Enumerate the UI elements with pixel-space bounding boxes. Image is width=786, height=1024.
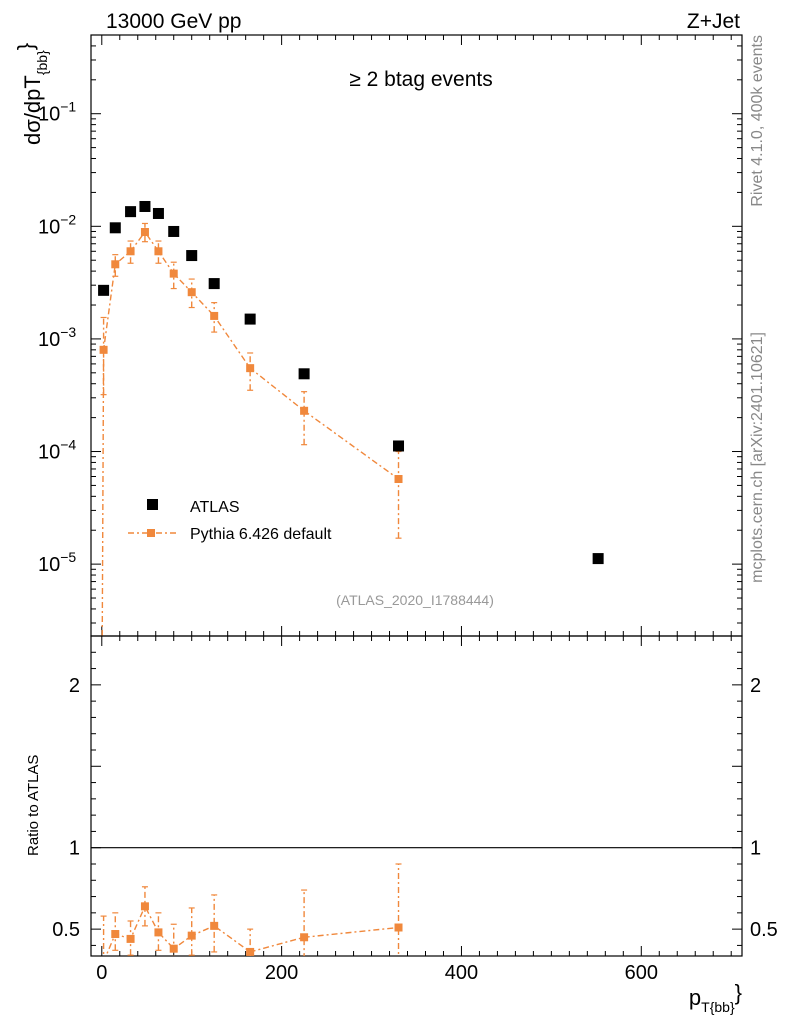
main-panel: 10−1 10−2 10−3 10−4 10−5 ≥ 2 btag events (AT…	[13, 34, 743, 637]
ratio-x-ticks	[101, 636, 732, 956]
header-right: Z+Jet	[687, 10, 740, 33]
ratio-y-tick-label-right: 2	[750, 675, 761, 697]
legend: ATLAS Pythia 6.426 default	[128, 499, 332, 543]
main-y-label-sub: {bb}	[34, 50, 50, 75]
ratio-series-line	[105, 904, 399, 956]
ratio-point	[154, 928, 163, 937]
ratio-panel: 0.5 0.5 1 1 2 2 0 200 400 600 Ratio to ATLAS pT{…	[25, 635, 778, 1015]
ratio-y-axis-label: Ratio to ATLAS	[25, 755, 42, 856]
mc-point	[154, 247, 163, 256]
mc-series-line	[101, 230, 399, 637]
atlas-point	[244, 313, 256, 325]
atlas-point	[208, 278, 220, 290]
main-y-tick-label: 10−3	[38, 324, 76, 351]
x-tick-label: 0	[96, 962, 107, 984]
mc-point	[126, 247, 135, 256]
main-y-tick-label: 10−4	[38, 437, 76, 464]
ratio-frame	[90, 635, 743, 957]
mc-point	[246, 364, 255, 373]
ratio-point	[300, 933, 309, 942]
main-y-tick-label: 10−2	[38, 211, 76, 238]
svg-text:dσ/dpT{bb}}: dσ/dpT{bb}}	[13, 43, 50, 145]
main-y-tick-labels: 10−1 10−2 10−3 10−4 10−5	[38, 99, 76, 576]
mc-point	[99, 345, 108, 354]
mc-point	[169, 269, 178, 278]
header-left: 13000 GeV pp	[106, 10, 241, 33]
atlas-point	[98, 284, 110, 296]
atlas-point	[152, 207, 164, 219]
ratio-point	[394, 923, 403, 932]
main-y-tick-label: 10−1	[38, 99, 76, 126]
mc-error-bars	[100, 222, 402, 539]
legend-atlas-marker	[147, 499, 158, 510]
main-x-ticks	[101, 35, 732, 636]
mc-point	[140, 228, 149, 237]
x-axis-label: pT{bb}}	[689, 980, 742, 1015]
ratio-y-tick-label-right: 0.5	[750, 919, 778, 941]
legend-mc-marker	[147, 529, 155, 537]
atlas-point	[125, 206, 137, 218]
mc-point	[210, 311, 219, 320]
ratio-y-tick-labels: 0.5 0.5 1 1 2 2	[52, 675, 778, 941]
x-tick-label: 200	[265, 962, 298, 984]
mc-point	[187, 288, 196, 297]
atlas-point	[139, 200, 151, 212]
x-label-sub: T{bb}	[701, 999, 735, 1015]
main-y-tick-label: 10−5	[38, 549, 76, 576]
main-y-axis-label: dσ/dpT{bb}}	[13, 43, 50, 145]
ratio-point	[210, 921, 219, 930]
atlas-point	[168, 225, 180, 237]
analysis-label: (ATLAS_2020_I1788444)	[336, 592, 494, 608]
x-tick-label: 600	[625, 962, 658, 984]
legend-atlas-label: ATLAS	[190, 499, 240, 516]
x-label-brace: }	[735, 980, 742, 1005]
ratio-y-ticks	[91, 651, 742, 946]
ratio-error-bars	[100, 863, 402, 956]
ratio-point	[246, 947, 255, 956]
ratio-y-tick-label: 0.5	[52, 919, 80, 941]
main-y-label-brace: }	[13, 43, 38, 50]
ratio-point	[140, 902, 149, 911]
x-tick-label: 400	[445, 962, 478, 984]
main-title: ≥ 2 btag events	[349, 68, 492, 91]
atlas-point	[186, 250, 198, 262]
side-text-bottom: mcplots.cern.ch [arXiv:2401.10621]	[749, 332, 766, 583]
atlas-point	[592, 553, 604, 565]
ratio-point	[187, 931, 196, 940]
ratio-y-tick-label: 2	[69, 675, 80, 697]
ratio-mc-line	[105, 904, 399, 956]
mc-line	[101, 230, 399, 637]
main-y-label-base: dσ/dpT	[20, 75, 45, 145]
mc-point	[394, 475, 403, 484]
atlas-points	[98, 200, 604, 565]
ratio-x-tick-labels: 0 200 400 600	[96, 962, 658, 984]
mc-point	[111, 260, 120, 269]
ratio-point	[169, 944, 178, 953]
side-text-top: Rivet 4.1.0, 400k events	[749, 35, 766, 207]
main-frame	[90, 34, 743, 637]
atlas-point	[109, 222, 121, 234]
mc-point	[300, 406, 309, 415]
atlas-point	[393, 440, 405, 452]
main-y-ticks	[91, 34, 742, 624]
ratio-point	[111, 930, 120, 939]
atlas-point	[298, 368, 310, 380]
ratio-y-tick-label-right: 1	[750, 838, 761, 860]
ratio-y-tick-label: 1	[69, 838, 80, 860]
ratio-point	[126, 934, 135, 943]
legend-mc-label: Pythia 6.426 default	[190, 526, 332, 543]
x-label-base: p	[689, 985, 701, 1010]
ratio-points	[111, 902, 403, 956]
mc-points	[99, 228, 403, 484]
